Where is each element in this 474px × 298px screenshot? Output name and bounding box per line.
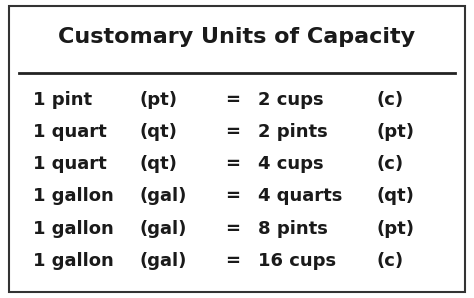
Text: =: = (225, 155, 240, 173)
Text: 16 cups: 16 cups (258, 252, 337, 270)
Text: 4 cups: 4 cups (258, 155, 324, 173)
Text: =: = (225, 123, 240, 141)
Text: =: = (225, 91, 240, 109)
Text: =: = (225, 252, 240, 270)
Text: =: = (225, 187, 240, 205)
Text: 1 gallon: 1 gallon (33, 252, 114, 270)
Text: (gal): (gal) (140, 187, 187, 205)
Text: 1 gallon: 1 gallon (33, 187, 114, 205)
Text: Customary Units of Capacity: Customary Units of Capacity (58, 27, 416, 47)
Text: (pt): (pt) (377, 220, 415, 238)
Text: (gal): (gal) (140, 252, 187, 270)
Text: 1 gallon: 1 gallon (33, 220, 114, 238)
Text: 1 quart: 1 quart (33, 123, 107, 141)
Text: (c): (c) (377, 155, 404, 173)
Text: =: = (225, 220, 240, 238)
Text: (qt): (qt) (140, 123, 178, 141)
Text: (qt): (qt) (140, 155, 178, 173)
Text: (c): (c) (377, 252, 404, 270)
Text: (gal): (gal) (140, 220, 187, 238)
Text: (c): (c) (377, 91, 404, 109)
Text: (pt): (pt) (140, 91, 178, 109)
Text: 1 pint: 1 pint (33, 91, 92, 109)
Text: 2 cups: 2 cups (258, 91, 324, 109)
Text: 8 pints: 8 pints (258, 220, 328, 238)
Text: (qt): (qt) (377, 187, 415, 205)
Text: (pt): (pt) (377, 123, 415, 141)
Text: 1 quart: 1 quart (33, 155, 107, 173)
FancyBboxPatch shape (9, 6, 465, 292)
Text: 4 quarts: 4 quarts (258, 187, 343, 205)
Text: 2 pints: 2 pints (258, 123, 328, 141)
